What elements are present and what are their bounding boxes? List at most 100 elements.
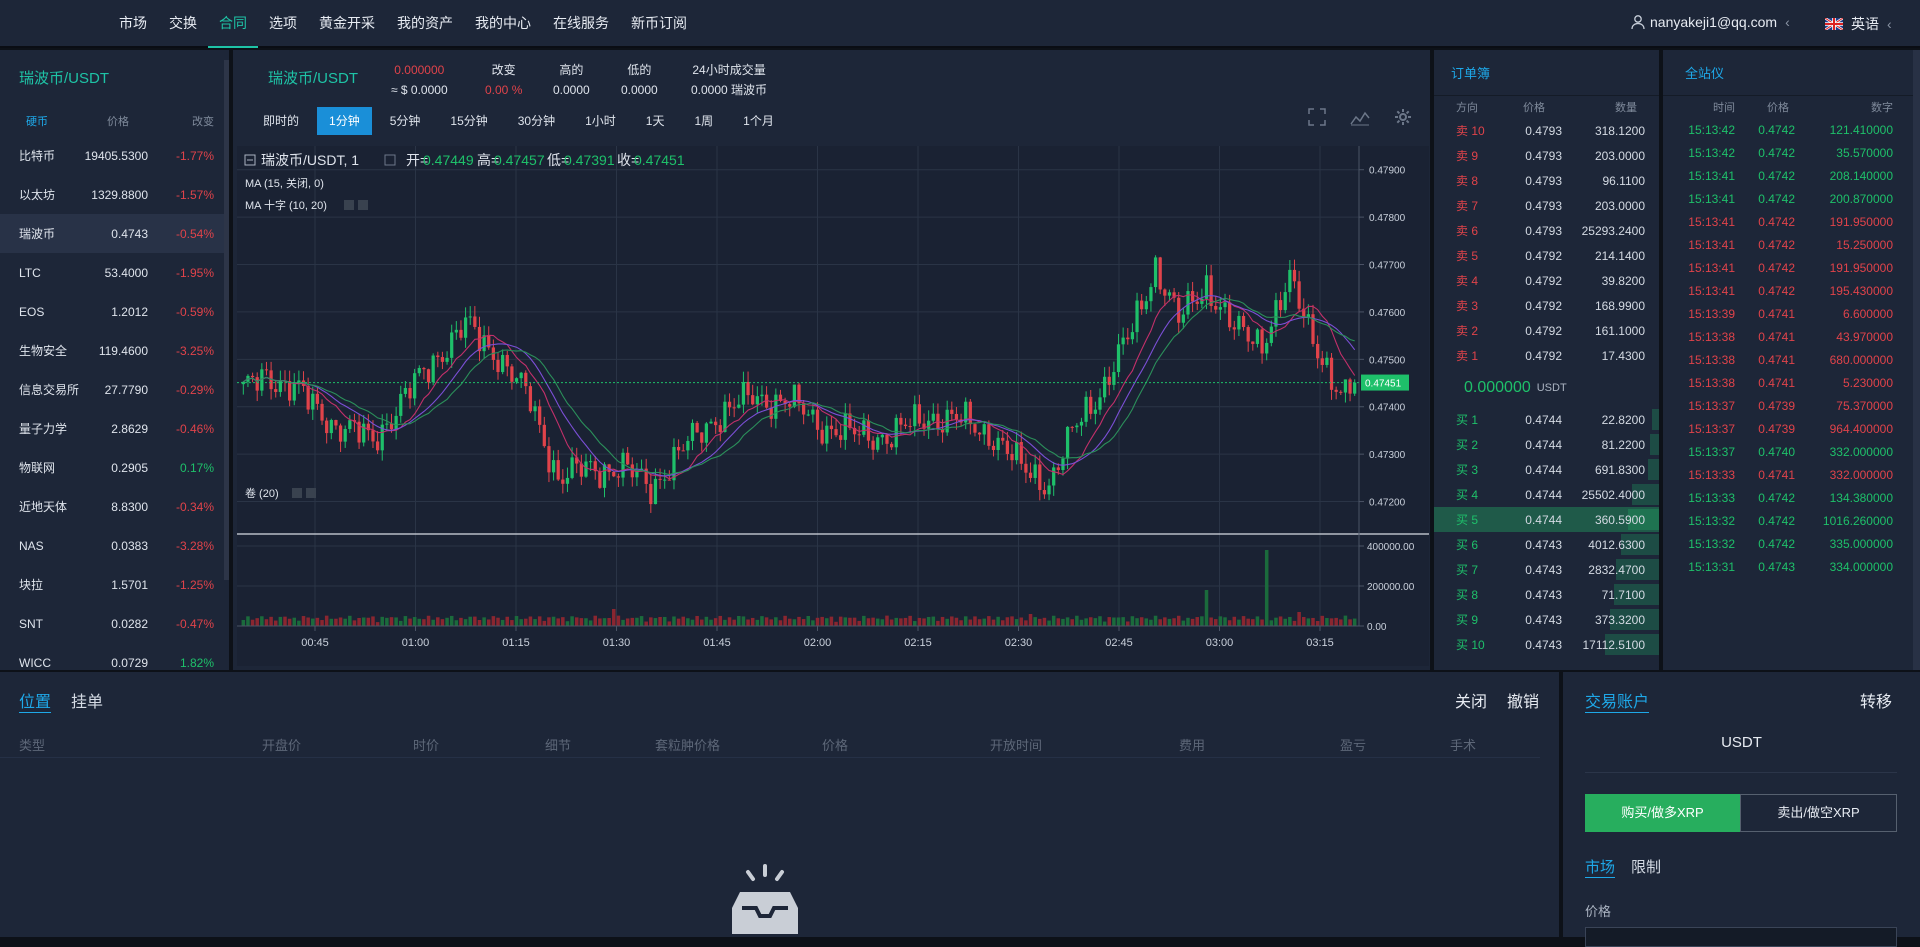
timeframe-tab[interactable]: 1周: [694, 114, 714, 128]
market-row[interactable]: 比特币 19405.5300 -1.77%: [0, 136, 229, 175]
candle-body: [306, 385, 310, 410]
bid-price: 0.4743: [1525, 537, 1562, 552]
transfer-button[interactable]: 转移: [1860, 694, 1893, 711]
ask-row[interactable]: 卖 4 0.4792 39.8200: [1434, 268, 1659, 293]
markets-list: 比特币 19405.5300 -1.77% 以太坊 1329.8800 -1.57% 瑞波币…: [0, 136, 229, 670]
bid-row[interactable]: 买 2 0.4744 81.2200: [1434, 432, 1659, 457]
volume-bar: [482, 617, 486, 626]
timeframe-tab[interactable]: 即时的: [263, 114, 300, 128]
market-row[interactable]: 块拉 1.5701 -1.25%: [0, 565, 229, 604]
fullscreen-icon[interactable]: [1308, 108, 1326, 126]
market-row[interactable]: EOS 1.2012 -0.59%: [0, 292, 229, 331]
timeframe-tab[interactable]: 30分钟: [517, 114, 556, 128]
market-row[interactable]: 以太坊 1329.8800 -1.57%: [0, 175, 229, 214]
nav-item[interactable]: 市场: [119, 15, 147, 31]
candle-body: [250, 375, 255, 378]
ask-qty: 203.0000: [1594, 148, 1645, 163]
market-price: 27.7790: [104, 382, 148, 397]
market-price: 0.4743: [111, 226, 148, 241]
bid-row[interactable]: 买 4 0.4744 25502.4000: [1434, 482, 1659, 507]
market-row[interactable]: NAS 0.0383 -3.28%: [0, 526, 229, 565]
market-row[interactable]: WICC 0.0729 1.82%: [0, 643, 229, 670]
timeframe-tab[interactable]: 1天: [645, 114, 665, 128]
bid-row[interactable]: 买 10 0.4743 17112.5100: [1434, 632, 1659, 657]
nav-item[interactable]: 我的中心: [475, 15, 531, 31]
tab-market[interactable]: 市场: [1585, 856, 1616, 878]
market-row[interactable]: 近地天体 8.8300 -0.34%: [0, 487, 229, 526]
bid-row[interactable]: 买 3 0.4744 691.8300: [1434, 457, 1659, 482]
tab-positions[interactable]: 位置: [19, 688, 52, 713]
market-row[interactable]: 信息交易所 27.7790 -0.29%: [0, 370, 229, 409]
position-col: 类型: [19, 738, 46, 753]
timeframe-tab[interactable]: 15分钟: [450, 114, 488, 128]
nav-item[interactable]: 在线服务: [553, 15, 609, 31]
tab-pending-orders[interactable]: 挂单: [71, 694, 104, 711]
market-row[interactable]: LTC 53.4000 -1.95%: [0, 253, 229, 292]
markets-scrollbar[interactable]: [224, 60, 229, 580]
candle-body: [612, 471, 616, 477]
timeframe-tab[interactable]: 1个月: [743, 114, 774, 128]
nav-item[interactable]: 交换: [169, 15, 197, 31]
ask-row[interactable]: 卖 8 0.4793 96.1100: [1434, 168, 1659, 193]
bid-row[interactable]: 买 1 0.4744 22.8200: [1434, 407, 1659, 432]
ask-row[interactable]: 卖 10 0.4793 318.1200: [1434, 118, 1659, 143]
volume-bar: [945, 618, 949, 626]
ask-row[interactable]: 卖 5 0.4792 214.1400: [1434, 243, 1659, 268]
col-price[interactable]: 价格: [107, 116, 129, 128]
volume-bar: [468, 616, 472, 626]
market-row[interactable]: SNT 0.0282 -0.47%: [0, 604, 229, 643]
bid-row[interactable]: 买 6 0.4743 4012.6300: [1434, 532, 1659, 557]
timeframe-tab[interactable]: 1分钟: [317, 107, 372, 135]
collapse-icon[interactable]: [244, 154, 256, 166]
buy-long-button[interactable]: 购买/做多XRP: [1585, 794, 1740, 832]
nav-item[interactable]: 黄金开采: [319, 15, 375, 31]
sell-short-button[interactable]: 卖出/做空XRP: [1740, 794, 1897, 832]
candle-body: [764, 394, 769, 408]
col-change[interactable]: 改变: [192, 116, 214, 128]
market-row[interactable]: 瑞波币 0.4743 -0.54%: [0, 214, 229, 253]
gear-icon[interactable]: [1394, 108, 1412, 126]
timeframe-tab[interactable]: 5分钟: [389, 114, 421, 128]
tab-limit[interactable]: 限制: [1631, 859, 1662, 876]
volume-bar: [1306, 618, 1311, 626]
col-coin[interactable]: 硬币: [26, 116, 48, 128]
volume-bar: [1172, 618, 1176, 626]
volume-bar: [639, 616, 644, 626]
candle-body: [496, 359, 500, 373]
bid-row[interactable]: 买 7 0.4743 2832.4700: [1434, 557, 1659, 582]
user-menu[interactable]: nanyakeji1@qq.com ‹: [1630, 14, 1790, 30]
bid-row[interactable]: 买 5 0.4744 360.5900: [1434, 507, 1659, 532]
ask-row[interactable]: 卖 3 0.4792 168.9900: [1434, 293, 1659, 318]
indicator-icon[interactable]: [1350, 108, 1370, 126]
cancel-all-button[interactable]: 撤销: [1507, 694, 1540, 711]
ma-line: [242, 294, 1356, 480]
ask-row[interactable]: 卖 6 0.4793 25293.2400: [1434, 218, 1659, 243]
close-all-button[interactable]: 关闭: [1455, 694, 1488, 711]
tab-trading-account[interactable]: 交易账户: [1585, 688, 1650, 713]
volume-bar: [1195, 617, 1200, 626]
market-row[interactable]: 量子力学 2.8629 -0.46%: [0, 409, 229, 448]
nav-item[interactable]: 选项: [269, 15, 297, 31]
ask-row[interactable]: 卖 1 0.4792 17.4300: [1434, 343, 1659, 368]
ask-row[interactable]: 卖 7 0.4793 203.0000: [1434, 193, 1659, 218]
candle-body: [570, 457, 574, 478]
volume-bar: [602, 618, 607, 626]
candle-body: [1278, 300, 1283, 311]
ask-row[interactable]: 卖 2 0.4792 161.1000: [1434, 318, 1659, 343]
ma-line: [242, 295, 1356, 477]
bid-row[interactable]: 买 9 0.4743 373.3200: [1434, 607, 1659, 632]
timeframe-tab[interactable]: 1小时: [585, 114, 616, 128]
market-row[interactable]: 物联网 0.2905 0.17%: [0, 448, 229, 487]
nav-item[interactable]: 合同: [208, 0, 258, 48]
price-input[interactable]: [1585, 927, 1897, 947]
ask-row[interactable]: 卖 9 0.4793 203.0000: [1434, 143, 1659, 168]
nav-item[interactable]: 新币订阅: [631, 15, 687, 31]
language-selector[interactable]: 英语 ‹: [1825, 14, 1892, 34]
nav-item[interactable]: 我的资产: [397, 15, 453, 31]
trades-scrollbar[interactable]: [1913, 50, 1920, 670]
bid-row[interactable]: 买 8 0.4743 71.7100: [1434, 582, 1659, 607]
candlestick-chart[interactable]: 0.47900 0.47800 0.47700 0.47600 0.47500 0.474…: [237, 146, 1429, 666]
candle-body: [644, 468, 648, 484]
market-price: 19405.5300: [84, 148, 148, 163]
market-row[interactable]: 生物安全 119.4600 -3.25%: [0, 331, 229, 370]
